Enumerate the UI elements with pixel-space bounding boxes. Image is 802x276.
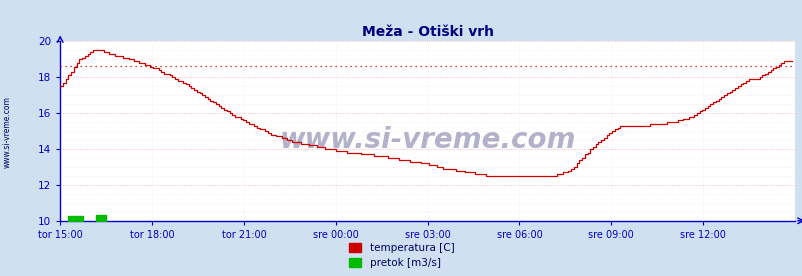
Legend: temperatura [C], pretok [m3/s]: temperatura [C], pretok [m3/s] xyxy=(348,243,454,268)
Text: www.si-vreme.com: www.si-vreme.com xyxy=(279,126,575,154)
Title: Meža - Otiški vrh: Meža - Otiški vrh xyxy=(361,25,493,39)
Text: www.si-vreme.com: www.si-vreme.com xyxy=(2,97,11,168)
